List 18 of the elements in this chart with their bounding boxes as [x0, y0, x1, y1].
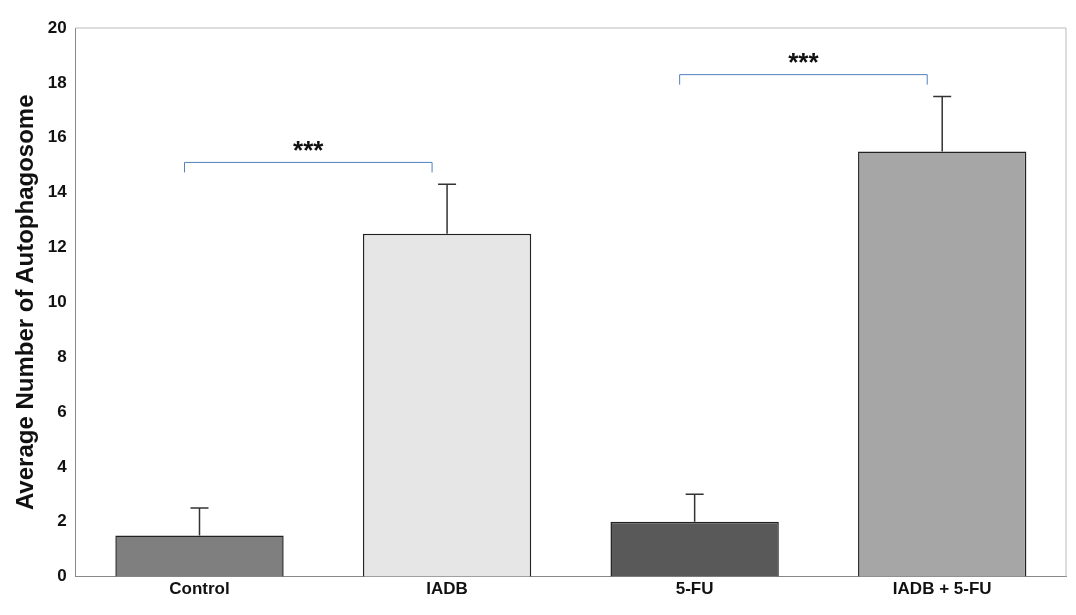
y-tick-label: 2 [57, 511, 67, 531]
annotation: *** [788, 46, 820, 77]
y-tick-label: 10 [47, 291, 67, 311]
x-tick-label: IADB + 5-FU [892, 579, 992, 599]
annotation: *** [293, 134, 325, 165]
y-tick-label: 4 [57, 456, 68, 476]
x-tick-label: 5-FU [675, 579, 714, 599]
x-tick-label: Control [169, 579, 230, 599]
y-tick-label: 12 [47, 237, 67, 257]
y-tick-label: 16 [47, 127, 67, 147]
y-tick-label: 20 [47, 17, 67, 37]
y-tick-label: 8 [57, 346, 67, 366]
x-tick-label: IADB [426, 579, 468, 599]
y-tick-label: 14 [47, 182, 68, 202]
y-axis-title: Average Number of Autophagosome [11, 94, 39, 511]
y-tick-label: 6 [57, 401, 67, 421]
y-tick-label: 18 [47, 72, 67, 92]
y-tick-label: 0 [57, 566, 67, 586]
